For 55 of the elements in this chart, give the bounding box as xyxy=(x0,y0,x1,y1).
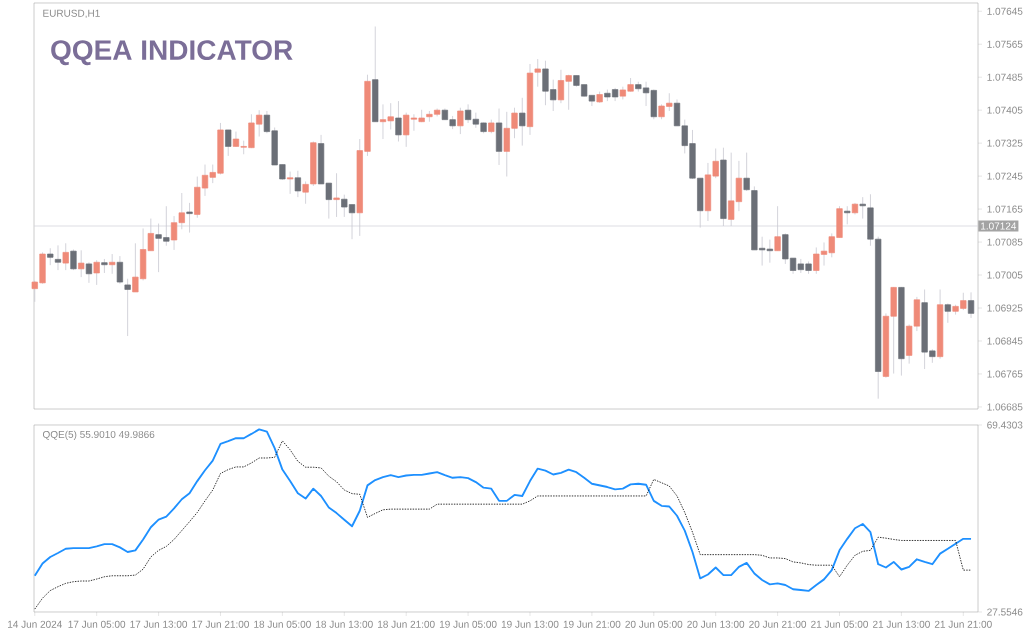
text: EURUSD,H1 xyxy=(43,9,100,18)
x-tick-label: 20 Jun 13:00 xyxy=(687,620,745,628)
y-tick-label: 1.06925 xyxy=(987,304,1023,312)
candlestick xyxy=(944,303,951,324)
candlestick xyxy=(859,196,866,219)
candlestick xyxy=(93,259,100,286)
y-tick-label: 1.06765 xyxy=(987,370,1023,378)
x-tick-label: 18 Jun 05:00 xyxy=(254,620,311,628)
x-tick-label: 20 Jun 05:00 xyxy=(625,620,683,628)
y-tick-label: 1.06845 xyxy=(987,337,1023,345)
x-tick-label: 18 Jun 13:00 xyxy=(316,620,373,628)
x-tick-label: 19 Jun 21:00 xyxy=(563,620,621,628)
candlestick xyxy=(395,100,402,142)
y-tick-label: 1.07485 xyxy=(987,73,1023,81)
candlestick xyxy=(78,249,85,278)
y-tick-label: 1.07005 xyxy=(987,271,1023,279)
y-tick-label: 1.07565 xyxy=(987,40,1023,48)
y-tick-label: 27.5546 xyxy=(987,608,1023,616)
x-tick-label: 19 Jun 13:00 xyxy=(501,620,559,628)
y-tick-label: 1.07245 xyxy=(987,172,1023,180)
x-tick-label: 21 Jun 21:00 xyxy=(934,620,992,628)
candlestick xyxy=(333,172,340,218)
candlestick xyxy=(124,278,131,337)
candlestick xyxy=(457,107,464,135)
x-tick-label: 19 Jun 05:00 xyxy=(439,620,497,628)
candlestick xyxy=(287,171,294,195)
x-tick-label: 18 Jun 21:00 xyxy=(378,620,435,628)
y-tick-label: 1.07325 xyxy=(987,139,1023,147)
candlestick xyxy=(85,261,93,284)
text: QQEA INDICATOR xyxy=(51,40,293,66)
text: QQE(5) 55.9010 49.9866 xyxy=(42,430,155,440)
candlestick xyxy=(967,291,975,319)
x-tick-label: 17 Jun 05:00 xyxy=(68,620,126,628)
x-tick-label: 21 Jun 05:00 xyxy=(811,620,868,628)
ref-line-label: 1.07124 xyxy=(981,222,1017,230)
candlestick xyxy=(294,170,301,198)
candlestick xyxy=(116,255,124,285)
y-tick-label: 69.4303 xyxy=(987,421,1023,429)
x-tick-label: 14 Jun 2024 xyxy=(8,620,62,628)
x-tick-label: 20 Jun 21:00 xyxy=(749,620,807,628)
candlestick xyxy=(743,152,750,192)
candlestick xyxy=(101,258,108,274)
y-tick-label: 1.07645 xyxy=(987,7,1023,15)
y-tick-label: 1.07405 xyxy=(987,106,1023,114)
candlestick xyxy=(54,244,62,271)
x-tick-label: 17 Jun 21:00 xyxy=(192,620,249,628)
y-tick-label: 1.07165 xyxy=(987,205,1023,213)
candlestick xyxy=(62,242,69,271)
y-tick-label: 1.07085 xyxy=(987,238,1023,246)
y-tick-label: 1.06685 xyxy=(987,403,1023,411)
x-tick-label: 17 Jun 13:00 xyxy=(130,620,188,628)
candlestick xyxy=(519,97,526,147)
candlestick xyxy=(109,253,116,275)
x-tick-label: 21 Jun 13:00 xyxy=(872,620,930,628)
candlestick xyxy=(225,129,232,157)
